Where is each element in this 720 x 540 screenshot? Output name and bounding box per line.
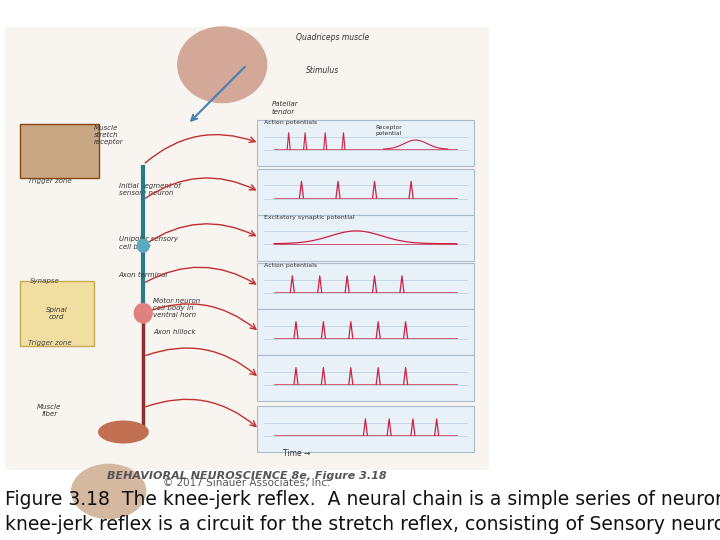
Text: Muscle
stretch
receptor: Muscle stretch receptor (94, 125, 123, 145)
Text: Axon terminal: Axon terminal (119, 272, 168, 279)
Text: Muscle
fiber: Muscle fiber (37, 404, 61, 417)
FancyBboxPatch shape (257, 214, 474, 260)
Ellipse shape (178, 27, 266, 103)
Text: Unipolar sensory
cell body: Unipolar sensory cell body (119, 237, 178, 249)
FancyBboxPatch shape (19, 281, 94, 346)
FancyBboxPatch shape (257, 355, 474, 401)
FancyBboxPatch shape (5, 27, 489, 470)
Text: knee-jerk reflex is a circuit for the stretch reflex, consisting of Sensory neur: knee-jerk reflex is a circuit for the st… (5, 515, 720, 534)
Ellipse shape (99, 421, 148, 443)
Text: Receptor
potential: Receptor potential (375, 125, 402, 136)
Text: Patellar
tendor: Patellar tendor (271, 102, 298, 114)
Text: Excitatory synaptic potential: Excitatory synaptic potential (264, 215, 355, 220)
Ellipse shape (71, 464, 145, 518)
Text: Action potentials: Action potentials (264, 120, 318, 125)
Text: Stimulus: Stimulus (306, 66, 339, 75)
FancyBboxPatch shape (19, 124, 99, 178)
Text: Time →: Time → (282, 449, 310, 458)
FancyBboxPatch shape (257, 309, 474, 355)
Text: Trigger zone: Trigger zone (27, 178, 71, 184)
Text: Synapse: Synapse (30, 278, 59, 284)
Text: Motor neuron
cell body in
ventral horn: Motor neuron cell body in ventral horn (153, 298, 200, 318)
Text: Quadriceps muscle: Quadriceps muscle (296, 33, 369, 42)
Circle shape (138, 239, 149, 252)
Text: Action potentials: Action potentials (264, 264, 318, 268)
Text: Axon hillock: Axon hillock (153, 329, 196, 335)
FancyBboxPatch shape (257, 263, 474, 309)
FancyBboxPatch shape (257, 168, 474, 214)
Text: BEHAVIORAL NEUROSCIENCE 8e, Figure 3.18: BEHAVIORAL NEUROSCIENCE 8e, Figure 3.18 (107, 471, 387, 481)
Text: Initial segment of
sensory neuron: Initial segment of sensory neuron (119, 183, 180, 195)
FancyBboxPatch shape (257, 120, 474, 166)
Circle shape (135, 303, 152, 323)
Text: Figure 3.18  The knee-jerk reflex.  A neural chain is a simple series of neurons: Figure 3.18 The knee-jerk reflex. A neur… (5, 490, 720, 509)
Text: Spinal
cord: Spinal cord (46, 307, 68, 320)
Text: © 2017 Sinauer Associates, Inc.: © 2017 Sinauer Associates, Inc. (163, 478, 330, 488)
FancyBboxPatch shape (257, 407, 474, 453)
Text: Trigger zone: Trigger zone (27, 340, 71, 346)
